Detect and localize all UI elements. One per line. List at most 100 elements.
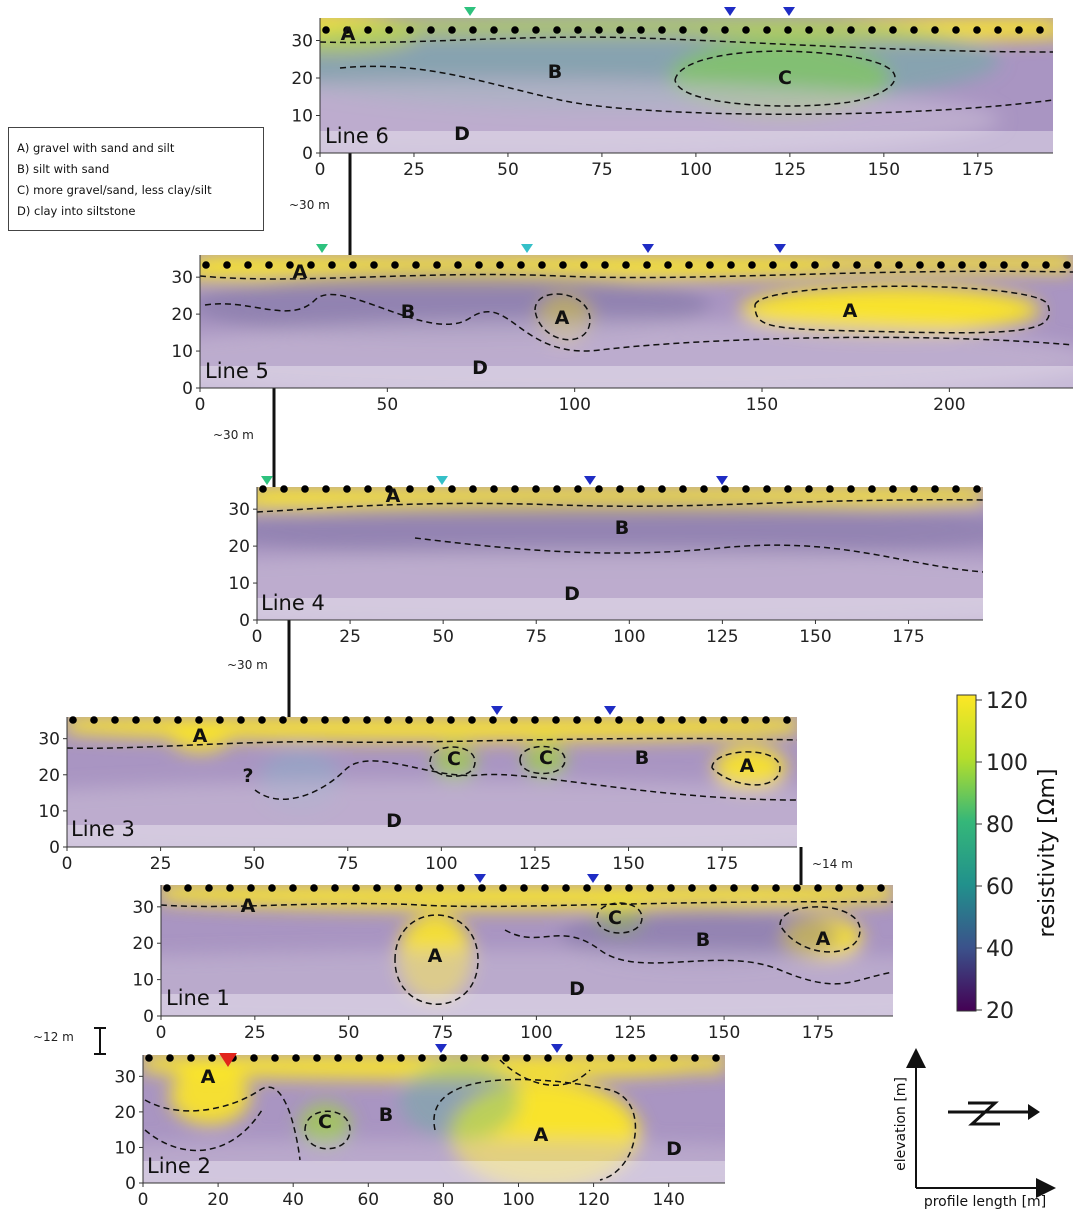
electrode — [552, 716, 560, 724]
x-tick-label: 125 — [614, 1023, 646, 1043]
electrode — [742, 26, 750, 34]
electrode — [352, 884, 360, 892]
electrode — [721, 485, 729, 493]
unit-label: B — [696, 929, 710, 951]
electrode — [478, 884, 486, 892]
unit-boundary — [779, 906, 861, 953]
x-tick-label: 50 — [338, 1023, 360, 1043]
electrode — [244, 261, 252, 269]
colorbar-tick-label: 100 — [986, 751, 1028, 776]
electrode — [706, 261, 714, 269]
electrode — [343, 485, 351, 493]
unit-boundary — [674, 50, 896, 107]
electrode — [433, 261, 441, 269]
x-tick-label: 20 — [207, 1190, 229, 1210]
x-tick-label: 200 — [933, 395, 965, 415]
x-tick-label: 25 — [339, 627, 361, 647]
line-label: Line 1 — [166, 986, 230, 1010]
x-tick-label: 0 — [156, 1023, 167, 1043]
electrode — [559, 261, 567, 269]
profile-line-2: 0 10 20 30 0 20 40 60 80 100 120 140 Line 2 A C B A D — [114, 1044, 725, 1210]
x-tick-label: 100 — [558, 395, 590, 415]
x-tick-label: 0 — [252, 627, 263, 647]
electrode — [250, 1054, 258, 1062]
legend-item-d: D) clay into siltstone — [17, 204, 136, 218]
profile-line-3: 0 10 20 30 0 25 50 75 100 125 150 175 Line 3 A? C C B A D — [38, 706, 797, 874]
electrode — [784, 26, 792, 34]
electrode — [574, 485, 582, 493]
electrode — [762, 716, 770, 724]
electrode — [811, 261, 819, 269]
x-tick-label: 150 — [746, 395, 778, 415]
blue-marker-icon — [491, 706, 503, 715]
electrode — [457, 884, 465, 892]
x-tick-label: 100 — [502, 1190, 534, 1210]
electrode — [721, 26, 729, 34]
electrode — [783, 716, 791, 724]
y-tick-label: 10 — [132, 971, 154, 991]
electrode — [342, 716, 350, 724]
x-tick-label: 0 — [138, 1190, 149, 1210]
electrode — [679, 485, 687, 493]
unit-boundary — [414, 537, 983, 573]
spacing-label-3-1: ~14 m — [812, 857, 853, 871]
electrode — [790, 261, 798, 269]
y-tick-label: 10 — [291, 107, 313, 127]
electrode — [616, 485, 624, 493]
electrode — [607, 1054, 615, 1062]
electrode — [195, 716, 203, 724]
electrode — [742, 485, 750, 493]
x-tick-label: 0 — [315, 160, 326, 180]
electrode — [418, 1054, 426, 1062]
unit-boundary — [204, 293, 1073, 352]
electrode — [406, 26, 414, 34]
electrode — [532, 485, 540, 493]
electrode — [481, 1054, 489, 1062]
unit-boundary — [534, 293, 591, 341]
colorbar-tick-label: 80 — [986, 813, 1014, 838]
electrode — [174, 716, 182, 724]
unit-label: B — [401, 301, 415, 323]
electrode — [511, 485, 519, 493]
electrode — [553, 26, 561, 34]
electrode — [772, 884, 780, 892]
unit-boundary — [144, 1109, 263, 1152]
spacing-label-1-2: ~12 m — [33, 1030, 74, 1044]
electrode — [877, 884, 885, 892]
electrode — [832, 261, 840, 269]
unit-label: C — [447, 748, 461, 770]
cyan-marker-icon — [436, 476, 448, 485]
y-tick-label: 20 — [38, 766, 60, 786]
electrode — [685, 261, 693, 269]
x-tick-label: 60 — [357, 1190, 379, 1210]
electrode — [853, 261, 861, 269]
green-marker-icon — [261, 476, 273, 485]
electrode — [208, 1054, 216, 1062]
x-tick-label: 100 — [425, 854, 457, 874]
unit-label: A — [555, 307, 570, 329]
electrode — [111, 716, 119, 724]
electrode — [184, 884, 192, 892]
y-tick-label: 20 — [228, 537, 250, 557]
electrode — [328, 261, 336, 269]
electrode — [826, 26, 834, 34]
profile-line-6: 0 10 20 30 0 25 50 75 100 125 150 175 Line 6 A B C D — [291, 7, 1053, 180]
unit-boundary — [754, 285, 1050, 334]
electrode — [679, 26, 687, 34]
y-tick-label: 20 — [114, 1103, 136, 1123]
electrode — [448, 26, 456, 34]
electrode — [784, 485, 792, 493]
y-tick-label: 0 — [239, 611, 250, 631]
unit-label: D — [569, 978, 585, 1000]
unit-label: A — [193, 725, 208, 747]
sketch-ylabel: elevation [m] — [893, 1077, 909, 1171]
electrode — [595, 485, 603, 493]
electrode — [289, 884, 297, 892]
electrode — [307, 261, 315, 269]
electrode — [448, 485, 456, 493]
blue-marker-icon — [584, 476, 596, 485]
unit-label: C — [318, 1111, 332, 1133]
unit-boundary — [519, 745, 566, 775]
electrode — [657, 716, 665, 724]
blue-marker-icon — [587, 874, 599, 883]
